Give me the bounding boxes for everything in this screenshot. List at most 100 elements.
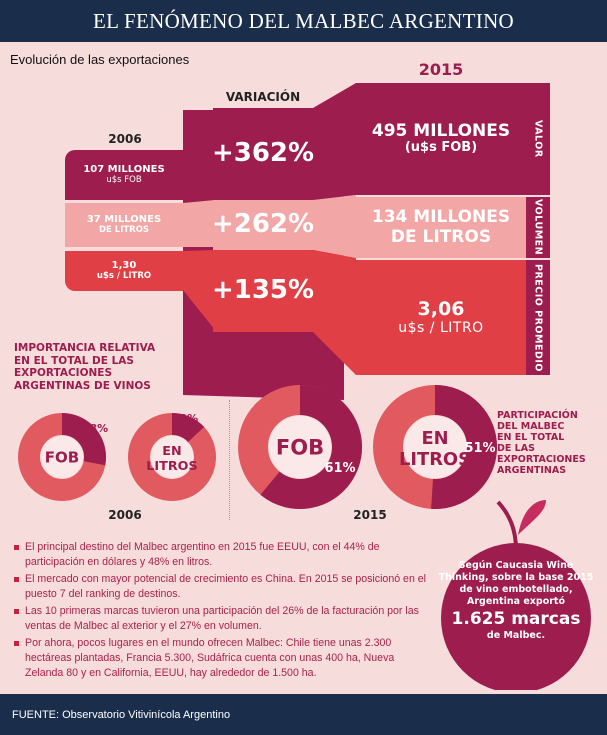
donut-center: [269, 416, 331, 478]
v2015-volumen-bg: [356, 197, 526, 258]
v2006-valor-unit: u$s FOB: [106, 174, 142, 185]
participation-note-line: PARTICIPACIÓN: [497, 410, 578, 421]
v2015-volumen-unit: DE LITROS: [390, 226, 492, 247]
bullet-icon: [14, 545, 19, 550]
connector-precio-right: [313, 250, 356, 375]
donut-metric-label: LITROS: [146, 459, 197, 474]
grape-circle-icon: [441, 543, 591, 690]
participation-note-line: DE LAS: [497, 443, 535, 454]
label-2015: 2015: [418, 60, 464, 79]
donut-metric-label: FOB: [276, 435, 324, 459]
donut-segment: [260, 385, 362, 509]
grape-text-line: Según Caucasia Wine: [458, 560, 574, 571]
donut-metric-label: EN: [162, 444, 181, 459]
v2015-valor: 495 MILLONES (u$s FOB): [356, 83, 526, 195]
grape-text-line: Argentina exportó: [467, 596, 565, 607]
importance-title-line: EN EL TOTAL DE LAS: [14, 354, 134, 367]
variation-valor: +362%: [211, 138, 315, 169]
bullet-icon: [14, 609, 19, 614]
v2015-volumen: 134 MILLONES DE LITROS: [356, 197, 526, 258]
v2015-precio-unit: u$s / LITRO: [398, 320, 484, 337]
subtitle: Evolución de las exportaciones: [10, 52, 190, 67]
list-item: El principal destino del Malbec argentin…: [14, 540, 432, 570]
importance-title-line: IMPORTANCIA RELATIVA: [14, 342, 156, 354]
participation-note: PARTICIPACIÓN DEL MALBEC EN EL TOTAL DE …: [497, 410, 586, 476]
list-item: Por ahora, pocos lugares en el mundo ofr…: [14, 636, 432, 681]
v2015-volumen-amount: 134 MILLONES: [371, 206, 511, 227]
connector-volumen-left: [183, 200, 215, 247]
v2015-valor-amount: 495 MILLONES: [371, 120, 511, 141]
side-valor-bg: [526, 83, 550, 195]
grape-text-line: de vino embotellado,: [459, 584, 573, 595]
side-label-valor: VALOR: [526, 83, 550, 195]
participation-note-line: ARGENTINAS: [497, 465, 567, 476]
v2015-valor-bg: [356, 83, 526, 195]
donut-percent-label: 61%: [324, 461, 355, 476]
grape-graphic: [441, 500, 591, 690]
importance-title: IMPORTANCIA RELATIVA EN EL TOTAL DE LAS …: [14, 342, 155, 392]
donut-metric-label: FOB: [45, 448, 79, 466]
list-item: Las 10 primeras marcas tuvieron una part…: [14, 604, 432, 634]
v2006-volumen-amount: 37 MILLONES: [86, 214, 162, 226]
grape-text-highlight: 1.625 marcas: [451, 609, 581, 629]
v2006-volumen-unit: DE LITROS: [98, 224, 150, 235]
variation-precio: +135%: [211, 275, 315, 306]
donut-percent-label: 51%: [464, 441, 495, 456]
label-2006: 2006: [108, 132, 142, 146]
footer-bar: FUENTE: Observatorio Vitivinícola Argent…: [0, 694, 607, 735]
side-label-volumen: VOLUMEN: [526, 197, 550, 258]
grape-leaf-icon: [518, 500, 546, 535]
v2006-valor-amount: 107 MILLONES: [83, 164, 165, 176]
v2015-precio: 3,06 u$s / LITRO: [356, 260, 526, 375]
variation-valor-bg: [213, 108, 313, 200]
participation-note-line: DEL MALBEC: [497, 421, 565, 432]
bullet-text: Por ahora, pocos lugares en el mundo ofr…: [25, 637, 395, 679]
v2006-volumen: 37 MILLONES DE LITROS: [65, 203, 183, 247]
grape-text-line: Thinking, sobre la base 2015: [438, 572, 594, 583]
donut-segment: [61, 413, 106, 466]
v2006-valor: 107 MILLONES u$s FOB: [65, 150, 183, 200]
list-item: El mercado con mayor potencial de crecim…: [14, 572, 432, 602]
source-credit: FUENTE: Observatorio Vitivinícola Argent…: [12, 708, 231, 721]
bullet-text: Las 10 primeras marcas tuvieron una part…: [25, 605, 419, 632]
donut-center: [151, 436, 193, 478]
donut-segment: [431, 385, 497, 509]
v2006-precio: 1,30 u$s / LITRO: [65, 251, 183, 291]
v2006-precio-unit: u$s / LITRO: [96, 270, 152, 281]
chart-divider: [229, 400, 230, 520]
side-label-precio-text: PRECIO PROMEDIO: [532, 263, 544, 372]
bullet-text: El principal destino del Malbec argentin…: [25, 541, 380, 568]
v2015-valor-unit: (u$s FOB): [404, 140, 478, 156]
donut-segment: [171, 413, 205, 443]
header-bar: EL FENÓMENO DEL MALBEC ARGENTINO: [0, 0, 607, 42]
grape-text-line: de Malbec.: [486, 630, 546, 641]
v2006-precio-amount: 1,30: [111, 260, 137, 272]
connector-precio-left: [183, 250, 215, 330]
label-variacion: VARIACIÓN: [225, 90, 301, 104]
side-label-valor-text: VALOR: [532, 120, 544, 158]
connector-volumen-right: [313, 195, 356, 258]
bullet-list: El principal destino del Malbec argentin…: [14, 540, 432, 683]
donut-center: [404, 416, 466, 478]
v2015-precio-amount: 3,06: [417, 297, 465, 320]
donut-center: [41, 436, 83, 478]
bullet-text: El mercado con mayor potencial de crecim…: [25, 573, 427, 600]
donut-metric-label: EN: [421, 428, 448, 449]
variation-precio-bg: [213, 250, 313, 332]
participation-note-line: EN EL TOTAL: [497, 432, 565, 443]
importance-title-line: ARGENTINAS DE VINOS: [14, 379, 151, 392]
participation-note-line: EXPORTACIONES: [497, 454, 586, 465]
grape-stem-icon: [496, 500, 518, 551]
donut-percent-label: 13%: [172, 412, 198, 425]
connector-valor-left: [183, 108, 215, 200]
grape-text: Según Caucasia Wine Thinking, sobre la b…: [436, 560, 596, 642]
variation-volumen-bg: [213, 200, 313, 250]
bullet-icon: [14, 577, 19, 582]
side-volumen-bg: [526, 197, 550, 258]
side-precio-bg: [526, 260, 550, 375]
variation-volumen: +262%: [211, 209, 315, 240]
side-label-precio: PRECIO PROMEDIO: [526, 260, 550, 375]
donut-percent-label: 28%: [82, 422, 108, 435]
